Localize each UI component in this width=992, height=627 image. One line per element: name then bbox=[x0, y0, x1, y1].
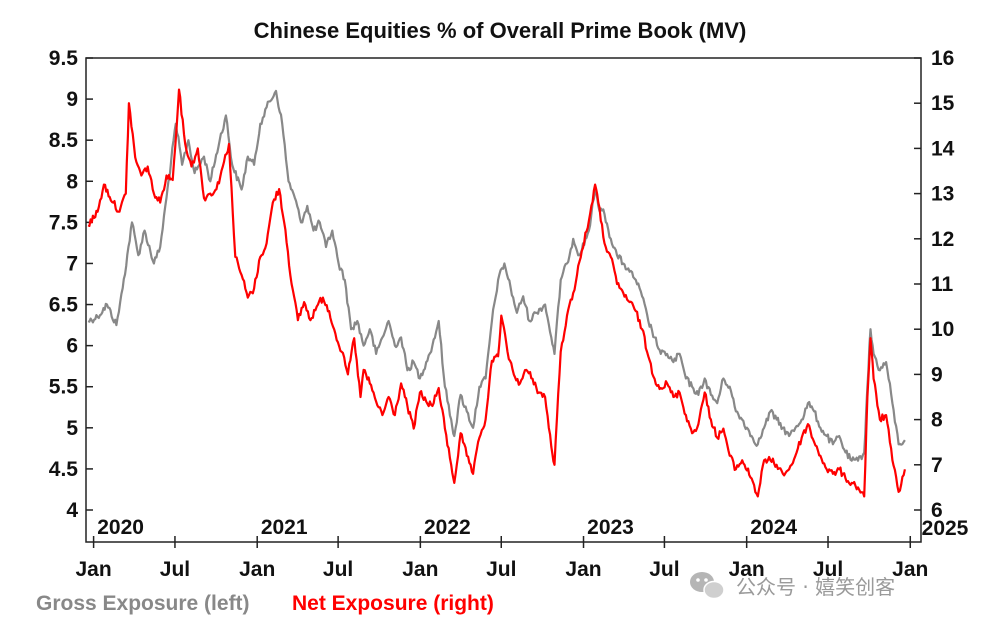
right-axis: 16 15 14 13 12 11 10 9 8 7 6 bbox=[914, 47, 955, 522]
x-tick-label: Jan bbox=[565, 558, 601, 581]
left-tick-label: 8.5 bbox=[49, 129, 79, 152]
bottom-axis: Jan Jul Jan Jul Jan Jul Jan Jul Jan Jul Jan bbox=[76, 536, 928, 581]
left-tick-label: 4.5 bbox=[49, 458, 79, 481]
right-tick-label: 6 bbox=[931, 499, 943, 522]
x-tick-label: Jul bbox=[323, 558, 353, 581]
left-tick-label: 8 bbox=[66, 170, 78, 193]
year-label: 2022 bbox=[424, 516, 471, 539]
x-tick-label: Jan bbox=[729, 558, 765, 581]
left-tick-label: 6.5 bbox=[49, 294, 79, 317]
right-tick-label: 7 bbox=[931, 454, 943, 477]
year-label: 2021 bbox=[261, 516, 308, 539]
year-label: 2024 bbox=[750, 516, 797, 539]
x-tick-label: Jul bbox=[813, 558, 843, 581]
watermark-text: 公众号 · 嬉笑创客 bbox=[736, 575, 895, 599]
left-tick-label: 6 bbox=[66, 335, 78, 358]
x-tick-label: Jul bbox=[486, 558, 516, 581]
left-tick-label: 5.5 bbox=[49, 376, 79, 399]
right-tick-label: 12 bbox=[931, 228, 954, 251]
right-tick-label: 8 bbox=[931, 409, 943, 432]
right-tick-label: 16 bbox=[931, 47, 954, 70]
left-tick-label: 4 bbox=[66, 499, 78, 522]
watermark: 公众号 · 嬉笑创客 bbox=[690, 572, 895, 600]
x-tick-label: Jul bbox=[649, 558, 679, 581]
series-line-net-exposure bbox=[87, 88, 906, 498]
right-tick-label: 9 bbox=[931, 363, 943, 386]
series-line-gross-exposure bbox=[87, 89, 906, 462]
plot-area-frame bbox=[85, 57, 922, 543]
wechat-icon bbox=[690, 572, 725, 600]
right-tick-label: 10 bbox=[931, 318, 954, 341]
right-tick-label: 14 bbox=[931, 137, 955, 160]
legend-net-exposure: Net Exposure (right) bbox=[292, 592, 494, 615]
left-tick-label: 5 bbox=[66, 417, 78, 440]
left-tick-label: 9.5 bbox=[49, 47, 79, 70]
right-tick-label: 15 bbox=[931, 92, 955, 115]
left-axis: 9.5 9 8.5 8 7.5 7 6.5 6 5.5 5 4.5 4 bbox=[49, 47, 93, 522]
right-tick-label: 13 bbox=[931, 183, 954, 206]
series-layer bbox=[87, 88, 906, 498]
year-label: 2025 bbox=[922, 517, 969, 540]
left-tick-label: 7.5 bbox=[49, 211, 79, 234]
year-label: 2020 bbox=[97, 516, 144, 539]
x-tick-label: Jan bbox=[239, 558, 275, 581]
right-tick-label: 11 bbox=[931, 273, 954, 296]
x-tick-label: Jan bbox=[892, 558, 928, 581]
x-tick-label: Jan bbox=[76, 558, 112, 581]
left-tick-label: 9 bbox=[66, 88, 78, 111]
left-tick-label: 7 bbox=[66, 252, 78, 275]
chart-title: Chinese Equities % of Overall Prime Book… bbox=[254, 18, 747, 43]
legend-gross-exposure: Gross Exposure (left) bbox=[36, 592, 250, 615]
year-labels: 2020 2021 2022 2023 2024 2025 bbox=[97, 516, 968, 540]
x-tick-label: Jul bbox=[160, 558, 190, 581]
year-label: 2023 bbox=[587, 516, 634, 539]
x-tick-label: Jan bbox=[402, 558, 438, 581]
